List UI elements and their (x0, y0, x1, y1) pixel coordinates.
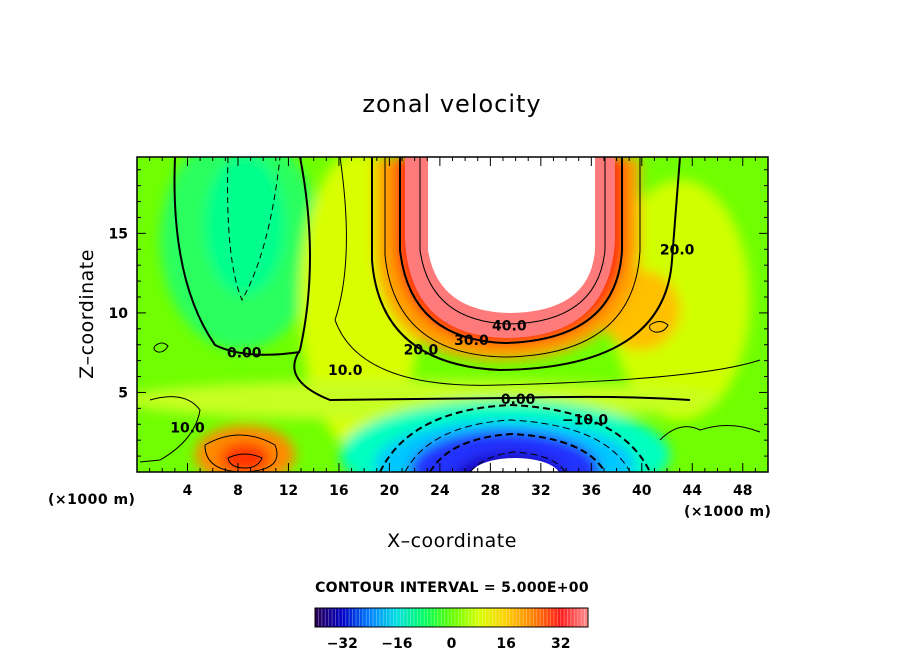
contour-20 (384, 157, 641, 358)
x-unit-left: (×1000 m) (48, 492, 135, 508)
x-axis-label: X–coordinate (387, 530, 517, 552)
contour-neg20 (429, 432, 606, 472)
colorbar-tick-label: 32 (551, 636, 570, 652)
field-region-left-low-core (205, 157, 285, 295)
contour-20-outer (371, 157, 681, 372)
contour-label: 20.0 (404, 343, 439, 359)
x-unit-right: (×1000 m) (684, 504, 771, 520)
contour-label: 0.00 (501, 392, 536, 408)
contour-0-left (173, 157, 301, 356)
contour-label-layer: 40.030.0 20.0 20.0 10.0 0.00 0.00 −10.0 10.0 (170, 242, 695, 436)
colorbar (314, 607, 589, 628)
contour-left-loop (153, 342, 169, 353)
y-axis-label: Z–coordinate (76, 249, 98, 379)
contour-right-loop (649, 321, 669, 333)
contour-lines (139, 157, 761, 472)
x-tick-label: 48 (733, 483, 752, 499)
contour-10-bottom-loop (204, 434, 278, 472)
contour-right-wiggle (659, 425, 761, 441)
contour-neg10 (379, 403, 651, 472)
contour-label: −10.0 (562, 413, 609, 429)
x-tick-label: 28 (481, 483, 500, 499)
field-region-right-yellow (610, 180, 750, 420)
colorbar-ticks: −32 −16 0 16 32 (327, 636, 571, 652)
contour-interval-note: CONTOUR INTERVAL = 5.000E+00 (315, 580, 589, 596)
field-region-bottom-white (471, 458, 559, 472)
colorbar-tick-label: 0 (447, 636, 457, 652)
x-tick-label: 36 (582, 483, 601, 499)
contour-30 (399, 157, 623, 345)
x-tick-label: 44 (683, 483, 703, 499)
contour-10-bottom-left (139, 396, 201, 463)
field-region-jet-core (428, 157, 595, 313)
colorbar-tick-label: 16 (496, 636, 515, 652)
contour-neg5-dash (227, 157, 281, 302)
contour-label: 30.0 (454, 333, 489, 349)
contour-label: 20.0 (660, 242, 695, 258)
x-tick-label: 4 (183, 483, 193, 499)
contour-label: 10.0 (170, 420, 205, 436)
x-tick-label: 40 (632, 483, 652, 499)
x-ticks: 4 8 12 16 20 24 28 32 36 40 44 48 (149, 157, 756, 499)
x-tick-label: 8 (233, 483, 243, 499)
field-region-bottom-blue (410, 430, 600, 472)
contour-20-bottom-loop (227, 453, 263, 469)
contour-40 (419, 157, 606, 325)
y-tick-label: 5 (118, 385, 128, 401)
x-tick-label: 24 (430, 483, 450, 499)
y-tick-label: 15 (109, 226, 128, 242)
contour-neg15 (404, 419, 631, 472)
contour-0-mid (293, 157, 691, 402)
contour-10 (334, 157, 761, 386)
x-tick-label: 16 (329, 483, 348, 499)
chart-title: zonal velocity (362, 90, 541, 118)
x-tick-label: 12 (279, 483, 298, 499)
y-ticks: 5 10 15 (109, 169, 768, 457)
contour-label: 10.0 (328, 363, 363, 379)
colorbar-tick-label: −16 (381, 636, 412, 652)
contour-label: 0.00 (227, 346, 262, 362)
heatmap-field: 40.030.0 20.0 20.0 10.0 0.00 0.00 −10.0 10.0 (137, 157, 768, 472)
y-tick-label: 10 (109, 306, 129, 322)
colorbar-tick-label: −32 (327, 636, 358, 652)
contour-label: 40.0 (492, 319, 527, 335)
x-tick-label: 20 (380, 483, 400, 499)
x-tick-label: 32 (531, 483, 550, 499)
contour-neg30 (469, 451, 566, 472)
colorbar-stripes (318, 609, 585, 626)
